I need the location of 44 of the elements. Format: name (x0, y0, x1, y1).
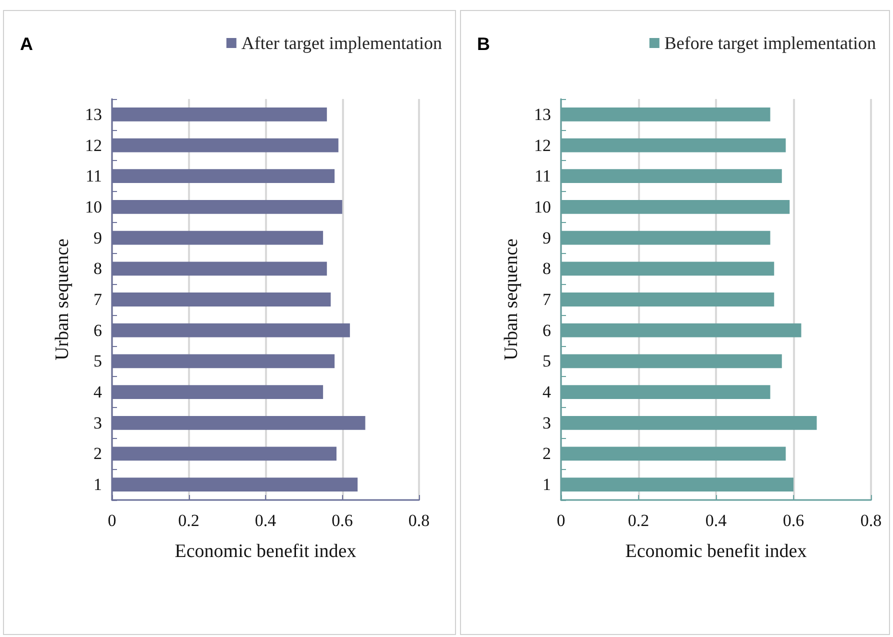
y-axis-title: Urban sequence (501, 238, 522, 360)
x-tick-label: 0.8 (860, 511, 882, 530)
y-tick-label: 11 (534, 166, 551, 186)
x-tick-label: 0.2 (178, 511, 200, 530)
y-tick-label: 7 (94, 290, 102, 309)
y-tick-label: 8 (94, 259, 102, 278)
y-tick-label: 8 (542, 259, 551, 278)
y-axis-title: Urban sequence (52, 238, 73, 360)
y-tick-label: 12 (85, 136, 102, 155)
y-tick-label: 4 (94, 382, 102, 402)
y-tick-label: 9 (94, 228, 102, 248)
x-tick-label: 0 (108, 511, 116, 530)
x-tick-label: 0.6 (332, 511, 353, 530)
y-tick-label: 6 (542, 320, 551, 340)
legend-label: Before target implementation (664, 33, 876, 53)
x-axis-title: Economic benefit index (174, 541, 357, 562)
x-tick-label: 0.6 (782, 511, 804, 530)
y-tick-label: 2 (542, 444, 551, 464)
y-tick-label: 11 (86, 166, 102, 186)
y-tick-label: 1 (542, 475, 551, 494)
y-tick-label: 13 (534, 104, 551, 124)
y-tick-label: 2 (94, 444, 102, 464)
y-tick-label: 13 (85, 104, 102, 124)
x-tick-label: 0.2 (628, 511, 650, 530)
x-tick-label: 0 (556, 511, 566, 530)
x-tick-label: 0.4 (705, 511, 728, 530)
y-tick-label: 10 (534, 197, 551, 216)
y-tick-label: 9 (542, 228, 551, 248)
y-tick-label: 3 (542, 413, 551, 432)
y-tick-label: 10 (85, 197, 102, 216)
y-tick-label: 3 (94, 413, 102, 432)
x-axis-title: Economic benefit index (625, 541, 808, 562)
x-tick-label: 0.8 (408, 511, 430, 530)
text: B (477, 34, 490, 54)
y-tick-label: 5 (542, 352, 551, 371)
text: A (20, 34, 33, 54)
y-tick-label: 6 (94, 320, 102, 340)
x-tick-label: 0.4 (254, 511, 277, 530)
legend-label: After target implementation (241, 33, 442, 53)
y-tick-label: 12 (534, 136, 551, 155)
y-tick-label: 4 (542, 382, 552, 402)
y-tick-label: 1 (94, 475, 102, 494)
y-tick-label: 7 (542, 290, 552, 309)
y-tick-label: 5 (94, 352, 102, 371)
